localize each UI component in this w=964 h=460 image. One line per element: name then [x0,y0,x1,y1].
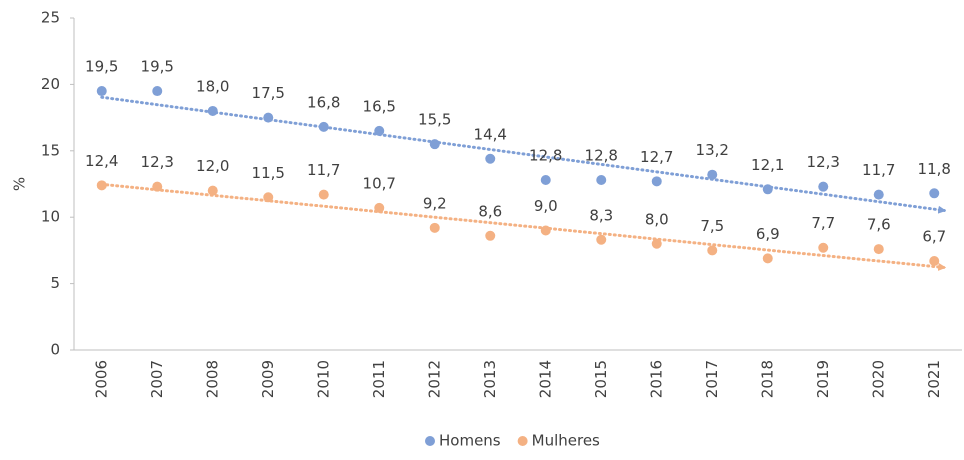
x-tick-label: 2013 [481,360,499,398]
data-label: 16,5 [363,97,396,115]
y-axis-label: % [11,177,29,191]
marker [818,181,829,192]
marker [873,244,884,255]
x-tick-label: 2008 [203,360,221,398]
trendline [100,95,947,214]
marker [96,86,107,97]
data-label: 7,5 [700,217,724,235]
y-tick-label: 15 [41,141,60,159]
marker [318,189,329,200]
legend-label: Homens [439,432,501,450]
x-tick-label: 2018 [758,360,776,398]
marker [429,139,440,150]
y-tick-label: 10 [41,208,60,226]
data-label: 19,5 [85,58,118,76]
data-label: 11,8 [918,160,951,178]
data-label: 14,4 [474,125,507,143]
marker [707,169,718,180]
x-tick-label: 2011 [370,360,388,398]
data-label: 12,1 [751,156,784,174]
marker [429,222,440,233]
data-label: 16,8 [307,93,340,111]
marker [651,176,662,187]
marker [929,256,940,267]
data-label: 11,7 [307,161,340,179]
data-label: 7,7 [811,214,835,232]
x-tick-label: 2015 [592,360,610,398]
data-label: 9,2 [423,194,447,212]
data-label: 8,0 [645,210,669,228]
marker [152,86,163,97]
marker [374,202,385,213]
marker [873,189,884,200]
marker [929,188,940,199]
data-label: 10,7 [363,174,396,192]
data-label: 7,6 [867,216,891,234]
marker [96,180,107,191]
data-label: 12,7 [640,148,673,166]
marker [540,225,551,236]
x-tick-label: 2009 [259,360,277,398]
data-label: 11,7 [862,161,895,179]
marker [263,192,274,203]
marker [263,112,274,123]
marker [485,230,496,241]
marker [651,238,662,249]
legend-label: Mulheres [532,432,600,450]
marker [818,242,829,253]
data-label: 12,3 [141,153,174,171]
marker [762,253,773,264]
x-tick-label: 2019 [814,360,832,398]
data-label: 12,8 [529,147,562,165]
data-label: 6,7 [922,228,946,246]
x-tick-label: 2021 [925,360,943,398]
data-label: 9,0 [534,197,558,215]
data-label: 11,5 [252,164,285,182]
marker [596,234,607,245]
data-label: 6,9 [756,225,780,243]
data-label: 15,5 [418,111,451,129]
data-label: 12,8 [585,147,618,165]
trendline [100,182,947,271]
legend-marker [517,436,528,446]
data-label: 12,4 [85,152,118,170]
marker [485,153,496,164]
data-label: 13,2 [696,141,729,159]
data-label: 8,3 [589,206,613,224]
x-tick-label: 2014 [536,360,554,398]
data-label: 17,5 [252,84,285,102]
data-label: 12,3 [807,153,840,171]
x-tick-label: 2012 [425,360,443,398]
y-tick-label: 20 [41,75,60,93]
x-tick-label: 2020 [869,360,887,398]
data-label: 18,0 [196,77,229,95]
marker [762,184,773,195]
marker [207,185,218,196]
x-tick-label: 2017 [703,360,721,398]
y-tick-label: 5 [50,274,60,292]
data-label: 12,0 [196,157,229,175]
marker [596,175,607,186]
marker [707,245,718,256]
marker [207,105,218,116]
x-tick-label: 2006 [92,360,110,398]
y-tick-label: 25 [41,9,60,27]
x-tick-label: 2010 [314,360,332,398]
marker [374,125,385,136]
y-tick-label: 0 [50,341,60,359]
data-label: 8,6 [478,202,502,220]
marker [318,121,329,132]
x-tick-label: 2007 [148,360,166,398]
legend-marker [425,436,435,446]
marker [540,175,551,186]
marker [152,181,163,192]
data-label: 19,5 [141,58,174,76]
x-tick-label: 2016 [647,360,665,398]
